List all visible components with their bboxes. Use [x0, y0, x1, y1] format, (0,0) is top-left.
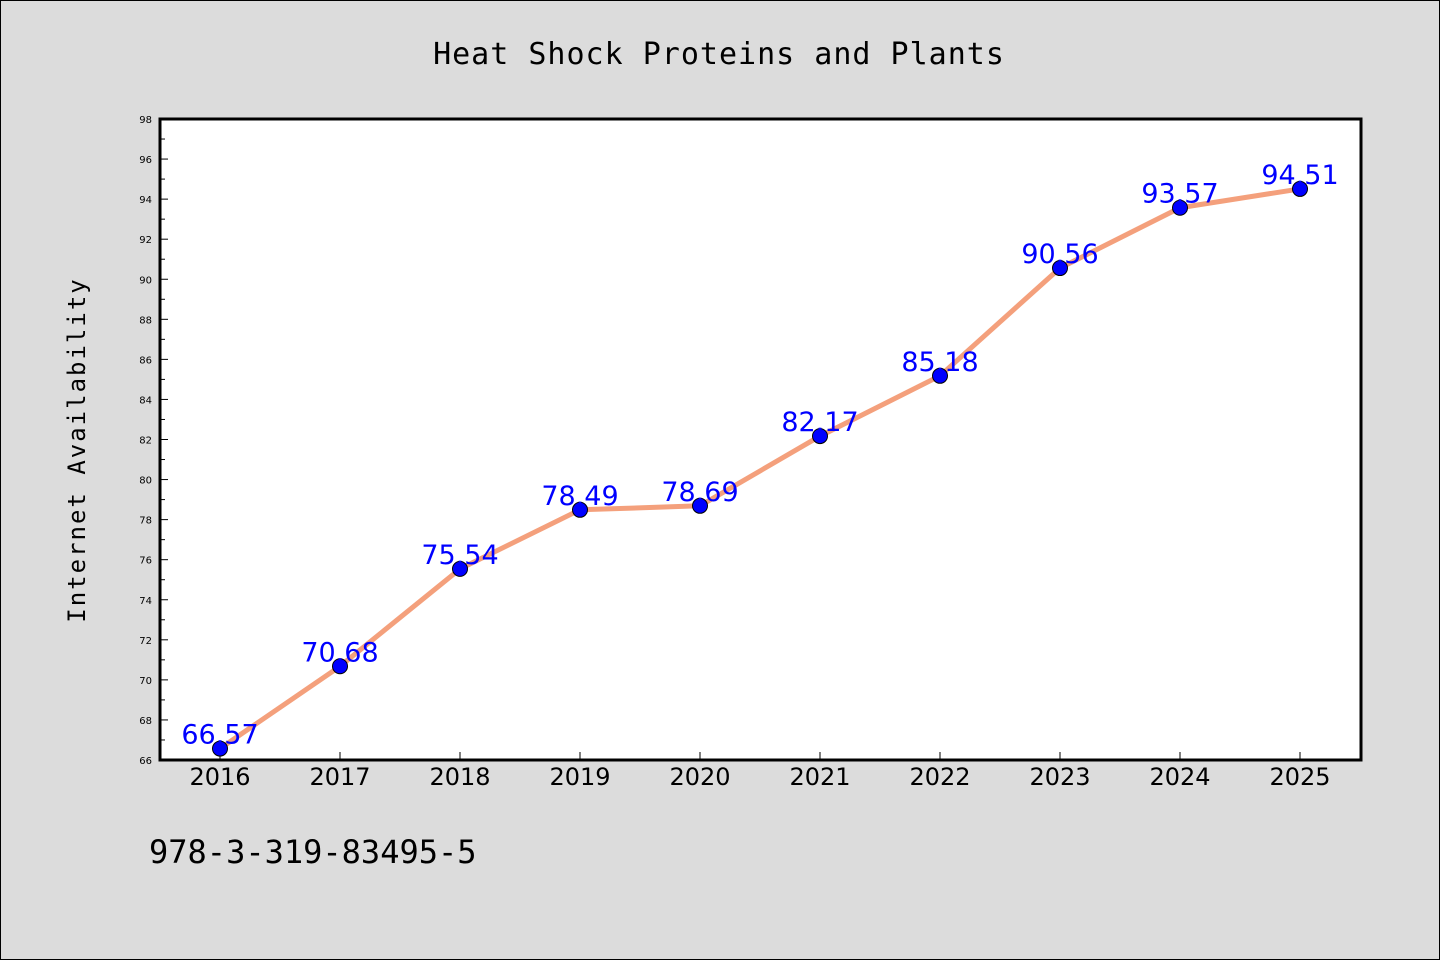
y-tick-label: 74	[139, 596, 152, 607]
y-tick-label: 86	[139, 355, 152, 366]
footer-code: 978-3-319-83495-5	[149, 833, 477, 871]
data-label: 82.17	[781, 407, 858, 438]
chart-title: Heat Shock Proteins and Plants	[433, 37, 1005, 72]
y-tick-label: 94	[139, 195, 152, 206]
x-tick-label: 2021	[789, 763, 850, 791]
plot-frame	[158, 117, 1363, 762]
y-tick-label: 92	[139, 235, 152, 246]
y-tick-label: 76	[139, 556, 152, 567]
x-axis: 2016 2017 2018 2019 2020 2021 2022 2023 2024 2025	[189, 752, 1331, 791]
data-point	[932, 367, 948, 384]
y-axis-label: Internet Availability	[63, 277, 91, 622]
series-layer: 66.57 70.68 75.54 78.49 78.69 82.17 85.18 90.56…	[181, 160, 1339, 757]
y-tick-label: 90	[139, 275, 152, 286]
data-label: 78.69	[661, 477, 738, 508]
y-tick-label: 78	[139, 516, 152, 527]
data-point	[1172, 199, 1188, 216]
data-point	[212, 740, 228, 757]
y-tick-label: 98	[139, 115, 152, 126]
x-tick-label: 2016	[189, 763, 250, 791]
data-label: 66.57	[181, 720, 258, 751]
x-tick-label: 2017	[309, 763, 370, 791]
x-tick-label: 2018	[429, 763, 490, 791]
data-label: 94.51	[1261, 160, 1338, 191]
x-tick-label: 2024	[1149, 763, 1210, 791]
data-point	[452, 560, 468, 577]
x-tick-label: 2020	[669, 763, 730, 791]
x-tick-label: 2022	[909, 763, 970, 791]
data-label: 90.56	[1021, 239, 1098, 270]
y-tick-label: 66	[139, 756, 152, 767]
x-tick-label: 2019	[549, 763, 610, 791]
data-label: 78.49	[541, 481, 618, 512]
y-tick-label: 96	[139, 155, 152, 166]
y-tick-label: 80	[139, 476, 152, 487]
data-point	[572, 501, 588, 518]
y-tick-label: 72	[139, 636, 152, 647]
data-point	[1292, 180, 1308, 197]
data-point	[812, 428, 828, 445]
y-tick-label: 84	[139, 395, 152, 406]
y-tick-label: 70	[139, 676, 152, 687]
x-tick-label: 2023	[1029, 763, 1090, 791]
y-tick-label: 82	[139, 436, 152, 447]
plot-area	[160, 119, 1361, 760]
data-label: 75.54	[421, 540, 498, 571]
data-label: 70.68	[301, 637, 378, 668]
y-tick-label: 68	[139, 716, 152, 727]
series-line	[217, 186, 1303, 752]
y-tick-label: 88	[139, 315, 152, 326]
data-point	[1052, 260, 1068, 277]
data-label: 85.18	[901, 347, 978, 378]
y-axis: 66 68 70 72 74 76 78 80 82 84 86 88 90 92 94 96 98	[139, 115, 168, 767]
x-tick-label: 2025	[1269, 763, 1330, 791]
data-point	[332, 658, 348, 675]
data-point	[692, 497, 708, 514]
data-label: 93.57	[1141, 179, 1218, 210]
